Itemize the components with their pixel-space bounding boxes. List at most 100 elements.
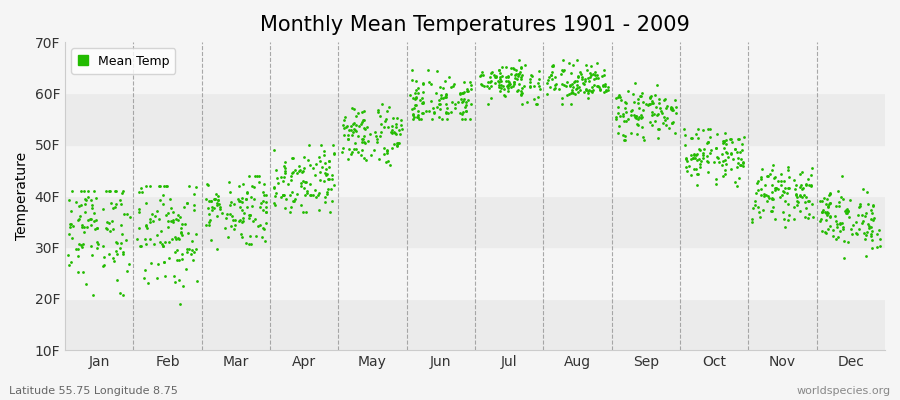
Point [174, 225, 188, 231]
Point [149, 275, 164, 281]
Point [621, 116, 635, 122]
Point [778, 224, 792, 230]
Point [512, 57, 526, 63]
Point [626, 99, 641, 105]
Point [549, 80, 563, 87]
Point [491, 66, 506, 73]
Point [865, 237, 879, 243]
Point [143, 236, 157, 242]
Point [157, 242, 171, 249]
Point [77, 209, 92, 215]
Point [207, 196, 221, 202]
Point [375, 100, 390, 107]
Point [461, 88, 475, 94]
Point [234, 230, 248, 237]
Point [381, 158, 395, 164]
Point [703, 126, 717, 132]
Point [699, 153, 714, 160]
Point [435, 116, 449, 122]
Point [514, 90, 528, 97]
Point [300, 188, 314, 194]
Point [161, 239, 176, 246]
Point [284, 208, 298, 215]
Point [630, 122, 644, 128]
Point [599, 88, 614, 94]
Point [612, 92, 626, 98]
Point [634, 115, 648, 122]
Point [132, 225, 147, 231]
Point [231, 218, 246, 224]
Point [168, 234, 183, 240]
Point [778, 184, 792, 191]
Point [736, 159, 751, 166]
Point [795, 169, 809, 175]
Point [235, 194, 249, 201]
Point [491, 78, 506, 84]
Point [593, 86, 608, 92]
Point [320, 172, 334, 178]
Point [158, 239, 172, 245]
Point [209, 190, 223, 197]
Point [730, 183, 744, 189]
Point [322, 157, 337, 164]
Point [542, 74, 556, 80]
Point [297, 185, 311, 191]
Point [543, 84, 557, 90]
Point [577, 80, 591, 87]
Point [652, 126, 666, 133]
Point [166, 217, 180, 224]
Point [578, 76, 592, 82]
Point [694, 158, 708, 164]
Legend: Mean Temp: Mean Temp [71, 48, 176, 74]
Point [768, 187, 782, 193]
Point [96, 206, 111, 212]
Point [390, 114, 404, 121]
Point [495, 73, 509, 79]
Point [231, 183, 246, 190]
Point [532, 76, 546, 82]
Point [352, 123, 366, 130]
Point [821, 226, 835, 232]
Point [493, 70, 508, 76]
Point [596, 81, 610, 88]
Point [210, 246, 224, 252]
Point [753, 174, 768, 180]
Point [392, 127, 407, 134]
Point [321, 158, 336, 164]
Point [781, 185, 796, 192]
Point [600, 87, 615, 93]
Point [514, 91, 528, 98]
Point [228, 217, 242, 224]
Point [701, 138, 716, 145]
Point [448, 101, 463, 108]
Point [416, 80, 430, 87]
Point [160, 217, 175, 224]
Point [108, 188, 122, 194]
Point [494, 78, 508, 85]
Point [559, 83, 573, 90]
Point [454, 90, 469, 96]
Point [858, 236, 872, 242]
Point [728, 146, 742, 152]
Point [342, 127, 356, 134]
Point [523, 84, 537, 90]
Point [391, 140, 405, 146]
Point [367, 146, 382, 153]
Point [598, 83, 613, 90]
Point [224, 198, 238, 205]
Point [63, 221, 77, 228]
Point [72, 216, 86, 222]
Point [860, 221, 875, 228]
Point [632, 114, 646, 121]
Point [515, 84, 529, 91]
Point [439, 91, 454, 98]
Point [751, 186, 765, 193]
Point [377, 124, 392, 130]
Point [212, 201, 226, 207]
Point [86, 210, 101, 216]
Point [869, 244, 884, 250]
Point [200, 180, 214, 187]
Point [442, 74, 456, 80]
Point [70, 246, 85, 252]
Point [166, 208, 180, 215]
